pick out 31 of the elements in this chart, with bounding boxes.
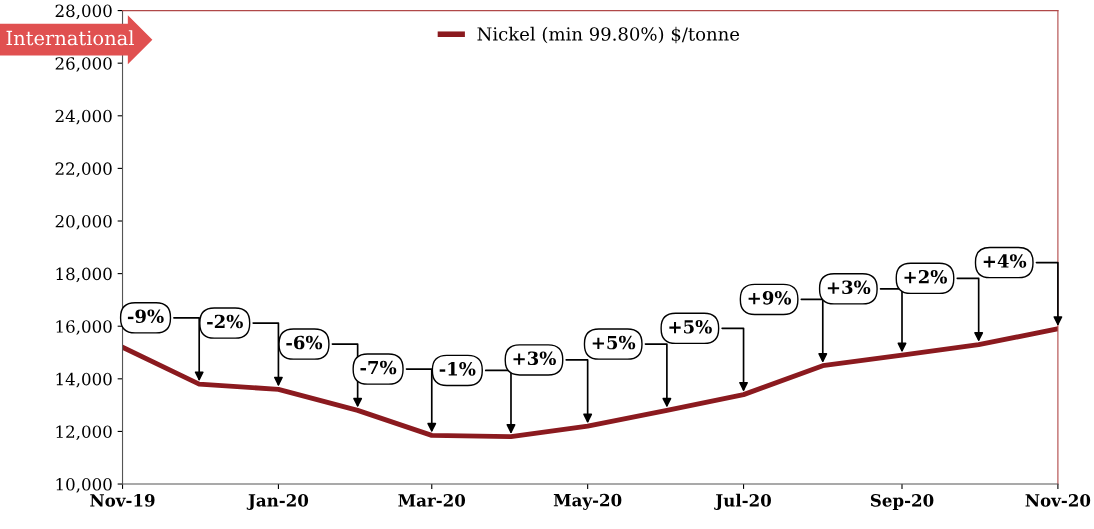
y-tick-label: 16,000 [56, 320, 112, 335]
legend-label: Nickel (min 99.80%) $/tonne [477, 26, 740, 44]
annotation: +5% [592, 335, 636, 350]
x-tick-label: May-20 [553, 493, 622, 510]
y-tick-label: 20,000 [55, 214, 112, 230]
y-tick-label: 22,000 [55, 162, 112, 177]
annotation: -7% [360, 360, 397, 375]
annotation: -9% [127, 309, 164, 324]
annotation: +2% [904, 269, 947, 284]
x-tick-label: Jul-20 [714, 493, 771, 510]
y-tick-label: 12,000 [56, 425, 112, 441]
annotation: -1% [439, 361, 476, 376]
annotation: +5% [669, 319, 712, 334]
annotation: +4% [983, 254, 1027, 268]
annotation: -6% [286, 335, 323, 350]
annotation: +3% [513, 351, 556, 366]
y-tick-label: 24,000 [55, 109, 112, 125]
annotation: -2% [207, 314, 243, 329]
x-tick-label: Nov-19 [90, 494, 155, 507]
y-tick-label: 18,000 [56, 267, 112, 283]
annotation: +3% [827, 280, 871, 295]
y-tick-label: 10,000 [56, 478, 112, 493]
y-tick-label: 14,000 [56, 372, 112, 388]
y-tick-label: 26,000 [55, 57, 112, 72]
x-tick-label: Mar-20 [398, 494, 466, 507]
x-tick-label: Sep-20 [870, 494, 934, 510]
y-tick-label: 28,000 [55, 4, 112, 20]
x-tick-label: Jan-20 [246, 494, 309, 510]
annotation: +9% [748, 290, 792, 305]
annotation: International [6, 30, 134, 46]
x-tick-label: Nov-20 [1025, 494, 1091, 507]
